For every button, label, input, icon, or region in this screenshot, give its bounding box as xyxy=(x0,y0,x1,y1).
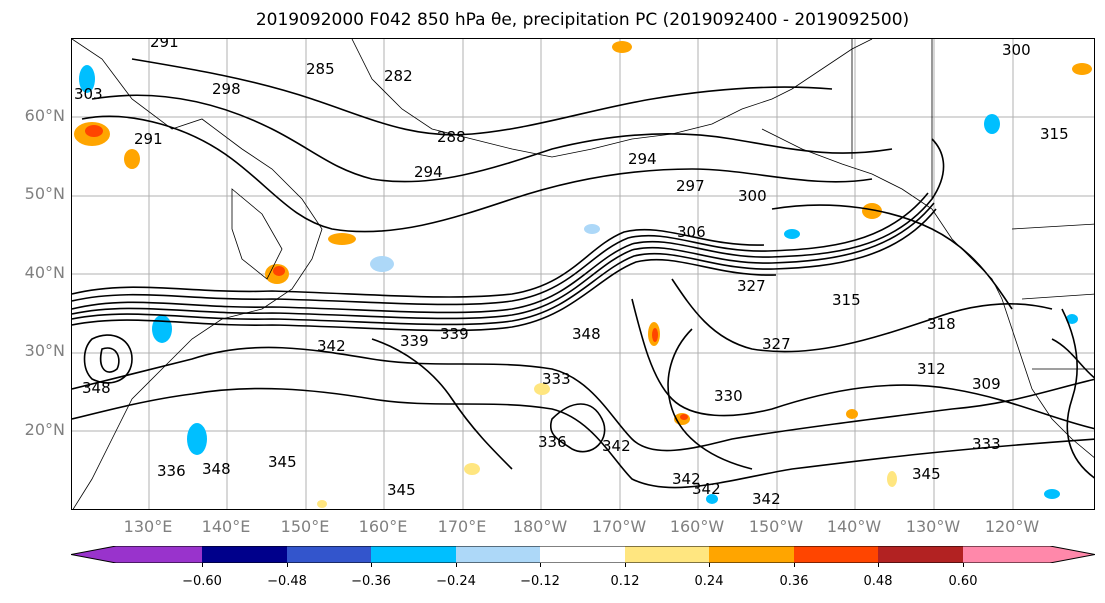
contour-label: 291 xyxy=(134,130,163,148)
contour-label: 327 xyxy=(737,277,766,295)
colorbar-tick-mark xyxy=(709,563,710,567)
contour-label: 348 xyxy=(82,379,111,397)
contour-label: 312 xyxy=(917,360,946,378)
contour-label: 318 xyxy=(927,315,956,333)
colorbar-tick-label: 0.48 xyxy=(863,574,893,589)
lon-label: 130°W xyxy=(905,517,961,536)
lon-label: 160°E xyxy=(358,517,408,536)
contour-label: 297 xyxy=(676,177,705,195)
colorbar-tick-label: −0.48 xyxy=(267,574,307,589)
contour-label: 348 xyxy=(572,325,601,343)
lon-label: 140°W xyxy=(826,517,882,536)
colorbar-tick-label: −0.36 xyxy=(351,574,391,589)
lon-label: 180°W xyxy=(512,517,568,536)
colorbar xyxy=(70,545,1096,564)
contour-label: 306 xyxy=(677,223,706,241)
colorbar-bin xyxy=(371,546,456,563)
colorbar-bin xyxy=(878,546,963,563)
lon-label: 160°W xyxy=(669,517,725,536)
lon-label: 170°E xyxy=(437,517,487,536)
colorbar-tick-label: 0.60 xyxy=(948,574,978,589)
contour-label: 282 xyxy=(384,67,413,85)
contour-label: 339 xyxy=(400,332,429,350)
contour-label: 336 xyxy=(157,462,186,480)
contour-label: 298 xyxy=(212,80,241,98)
lat-label: 60°N xyxy=(24,106,65,125)
contour-label: 333 xyxy=(542,370,571,388)
contour-label: 315 xyxy=(1040,125,1069,143)
colorbar-tick-mark xyxy=(371,563,372,567)
colorbar-extend-right xyxy=(963,546,1095,563)
contour-label: 303 xyxy=(74,85,103,103)
colorbar-graphic xyxy=(70,545,1096,564)
lat-label: 50°N xyxy=(24,184,65,203)
lon-label: 130°E xyxy=(123,517,173,536)
colorbar-extend-left xyxy=(71,546,202,563)
colorbar-bin xyxy=(709,546,794,563)
colorbar-tick-mark xyxy=(202,563,203,567)
contour-label: 327 xyxy=(762,335,791,353)
lat-label: 40°N xyxy=(24,263,65,282)
colorbar-tick-mark xyxy=(878,563,879,567)
contour-label: 300 xyxy=(1002,41,1031,59)
contour-label: 342 xyxy=(692,480,721,498)
lon-label: 150°W xyxy=(748,517,804,536)
contour-label: 294 xyxy=(628,150,657,168)
colorbar-bin xyxy=(540,546,625,563)
colorbar-tick-mark xyxy=(540,563,541,567)
map-title: 2019092000 F042 850 hPa θe, precipitatio… xyxy=(255,10,910,30)
colorbar-tick-mark xyxy=(287,563,288,567)
colorbar-tick-mark xyxy=(963,563,964,567)
lat-label: 20°N xyxy=(24,420,65,439)
colorbar-bin xyxy=(794,546,878,563)
lon-label: 150°E xyxy=(280,517,330,536)
contour-label: 291 xyxy=(150,39,179,51)
contour-label: 288 xyxy=(437,128,466,146)
contour-label: 348 xyxy=(202,460,231,478)
colorbar-tick-mark xyxy=(625,563,626,567)
contour-label: 345 xyxy=(912,465,941,483)
map-canvas: 291 285 282 298 288 291 294 294 297 300 … xyxy=(72,39,1094,509)
map-panel: 291 285 282 298 288 291 294 294 297 300 … xyxy=(71,38,1095,510)
contour-label: 345 xyxy=(387,481,416,499)
colorbar-tick-mark xyxy=(456,563,457,567)
colorbar-tick-label: −0.12 xyxy=(520,574,560,589)
contour-label: 342 xyxy=(317,337,346,355)
contour-label: 315 xyxy=(832,291,861,309)
colorbar-bin xyxy=(625,546,709,563)
precip-shading xyxy=(74,41,1092,508)
contour-label: 342 xyxy=(602,437,631,455)
contour-labels: 291 285 282 298 288 291 294 294 297 300 … xyxy=(74,39,1069,508)
colorbar-bin xyxy=(456,546,540,563)
contour-label: 339 xyxy=(440,325,469,343)
colorbar-tick-label: 0.12 xyxy=(610,574,640,589)
contour-label: 300 xyxy=(738,187,767,205)
lat-label: 30°N xyxy=(24,341,65,360)
colorbar-tick-label: −0.24 xyxy=(436,574,476,589)
lon-label: 120°W xyxy=(984,517,1040,536)
contour-label: 336 xyxy=(538,433,567,451)
theta-e-contours xyxy=(72,58,1094,489)
contour-label: 285 xyxy=(306,60,335,78)
colorbar-tick-label: 0.24 xyxy=(694,574,724,589)
colorbar-bin xyxy=(202,546,287,563)
contour-label: 342 xyxy=(752,490,781,508)
lon-label: 140°E xyxy=(201,517,251,536)
contour-label: 342 xyxy=(672,470,701,488)
contour-label: 333 xyxy=(972,435,1001,453)
contour-label: 345 xyxy=(268,453,297,471)
colorbar-bin xyxy=(287,546,371,563)
colorbar-tick-label: −0.60 xyxy=(182,574,222,589)
colorbar-tick-mark xyxy=(794,563,795,567)
contour-label: 330 xyxy=(714,387,743,405)
contour-label: 309 xyxy=(972,375,1001,393)
colorbar-tick-label: 0.36 xyxy=(779,574,809,589)
lon-label: 170°W xyxy=(591,517,647,536)
contour-label: 294 xyxy=(414,163,443,181)
